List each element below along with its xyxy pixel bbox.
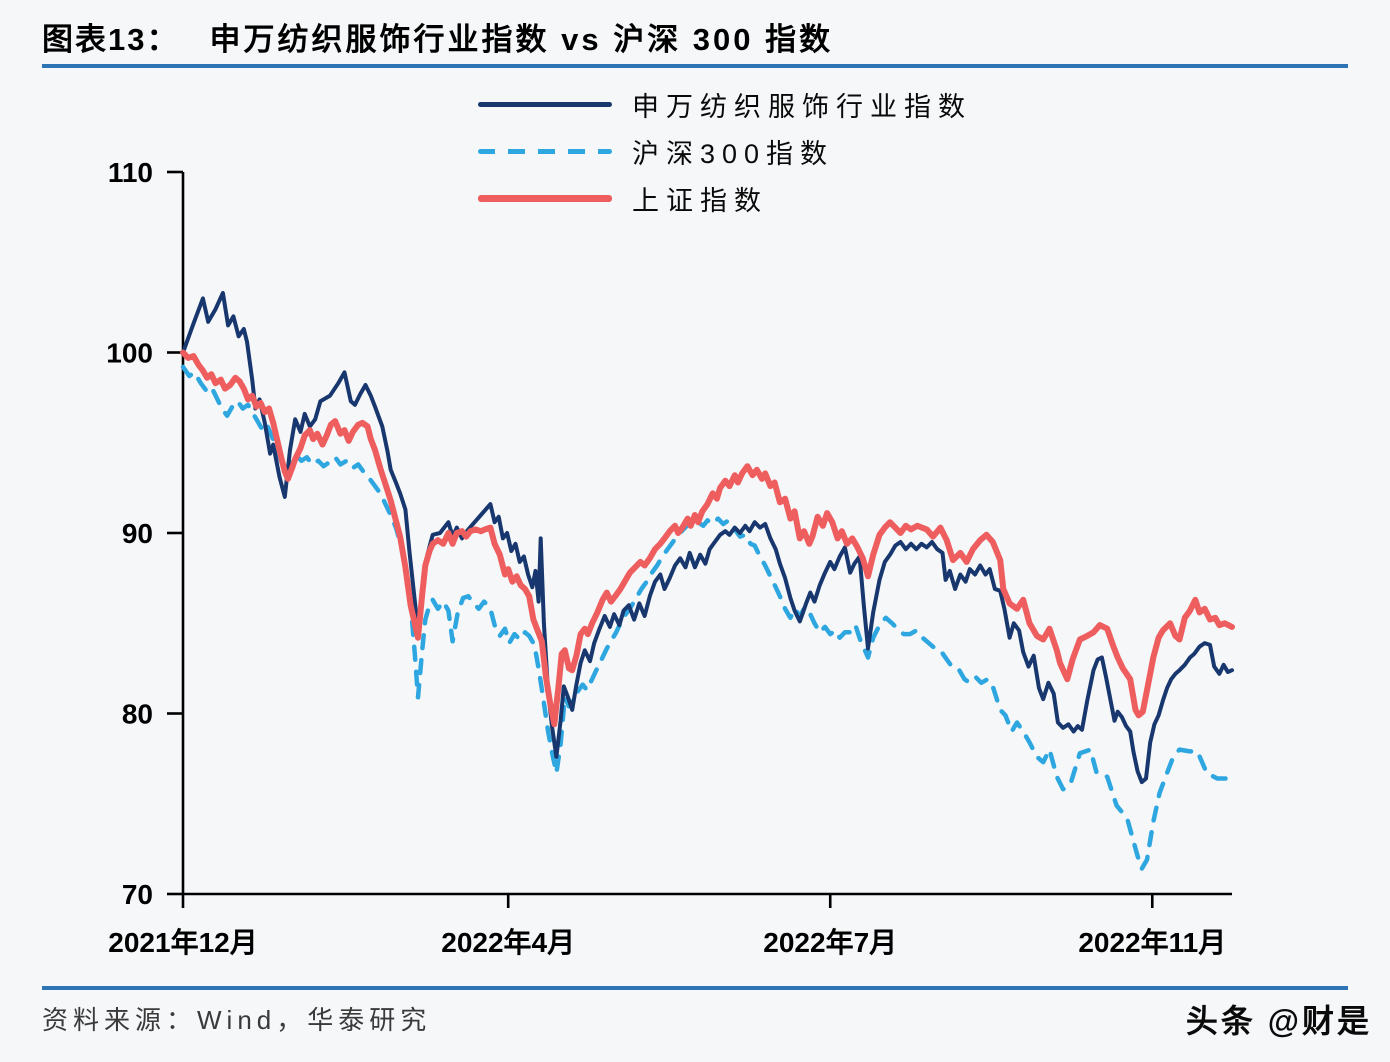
y-tick-label: 110 — [108, 157, 153, 188]
title-divider-line — [42, 64, 1348, 68]
x-tick-label: 2022年4月 — [441, 926, 575, 958]
legend: 申万纺织服饰行业指数 沪深300指数 上证指数 — [478, 86, 972, 227]
legend-item-industry: 申万纺织服饰行业指数 — [478, 86, 972, 122]
x-tick-label: 2022年7月 — [763, 926, 897, 958]
watermark-text: 头条 @财是 — [1185, 1003, 1372, 1039]
legend-label-sse: 上证指数 — [632, 185, 768, 216]
x-tick-label: 2022年11月 — [1078, 926, 1226, 958]
legend-label-hs300: 沪深300指数 — [632, 138, 835, 169]
y-tick-label: 80 — [122, 699, 153, 730]
legend-item-hs300: 沪深300指数 — [478, 133, 972, 169]
chart-title: 图表13： 申万纺织服饰行业指数 vs 沪深 300 指数 — [42, 14, 833, 59]
y-tick-label: 90 — [122, 518, 153, 549]
x-tick-label: 2021年12月 — [108, 926, 257, 958]
footer-divider-line — [42, 986, 1348, 990]
y-tick-label: 70 — [122, 879, 153, 910]
legend-label-industry: 申万纺织服饰行业指数 — [632, 91, 972, 122]
legend-item-sse: 上证指数 — [478, 180, 972, 216]
industry-line-swatch — [478, 101, 612, 107]
chart-title-prefix: 图表13： — [42, 22, 180, 57]
series-line-sse — [180, 349, 1235, 728]
y-tick-label: 100 — [106, 338, 153, 369]
sse-line-swatch — [478, 194, 612, 202]
hs300-dashed-line-swatch — [478, 148, 612, 154]
data-source-note: 资料来源：Wind，华泰研究 — [42, 1005, 432, 1035]
chart-title-text: 申万纺织服饰行业指数 vs 沪深 300 指数 — [209, 22, 834, 57]
series-line-industry — [181, 290, 1234, 785]
series-line-hs300 — [180, 364, 1235, 871]
